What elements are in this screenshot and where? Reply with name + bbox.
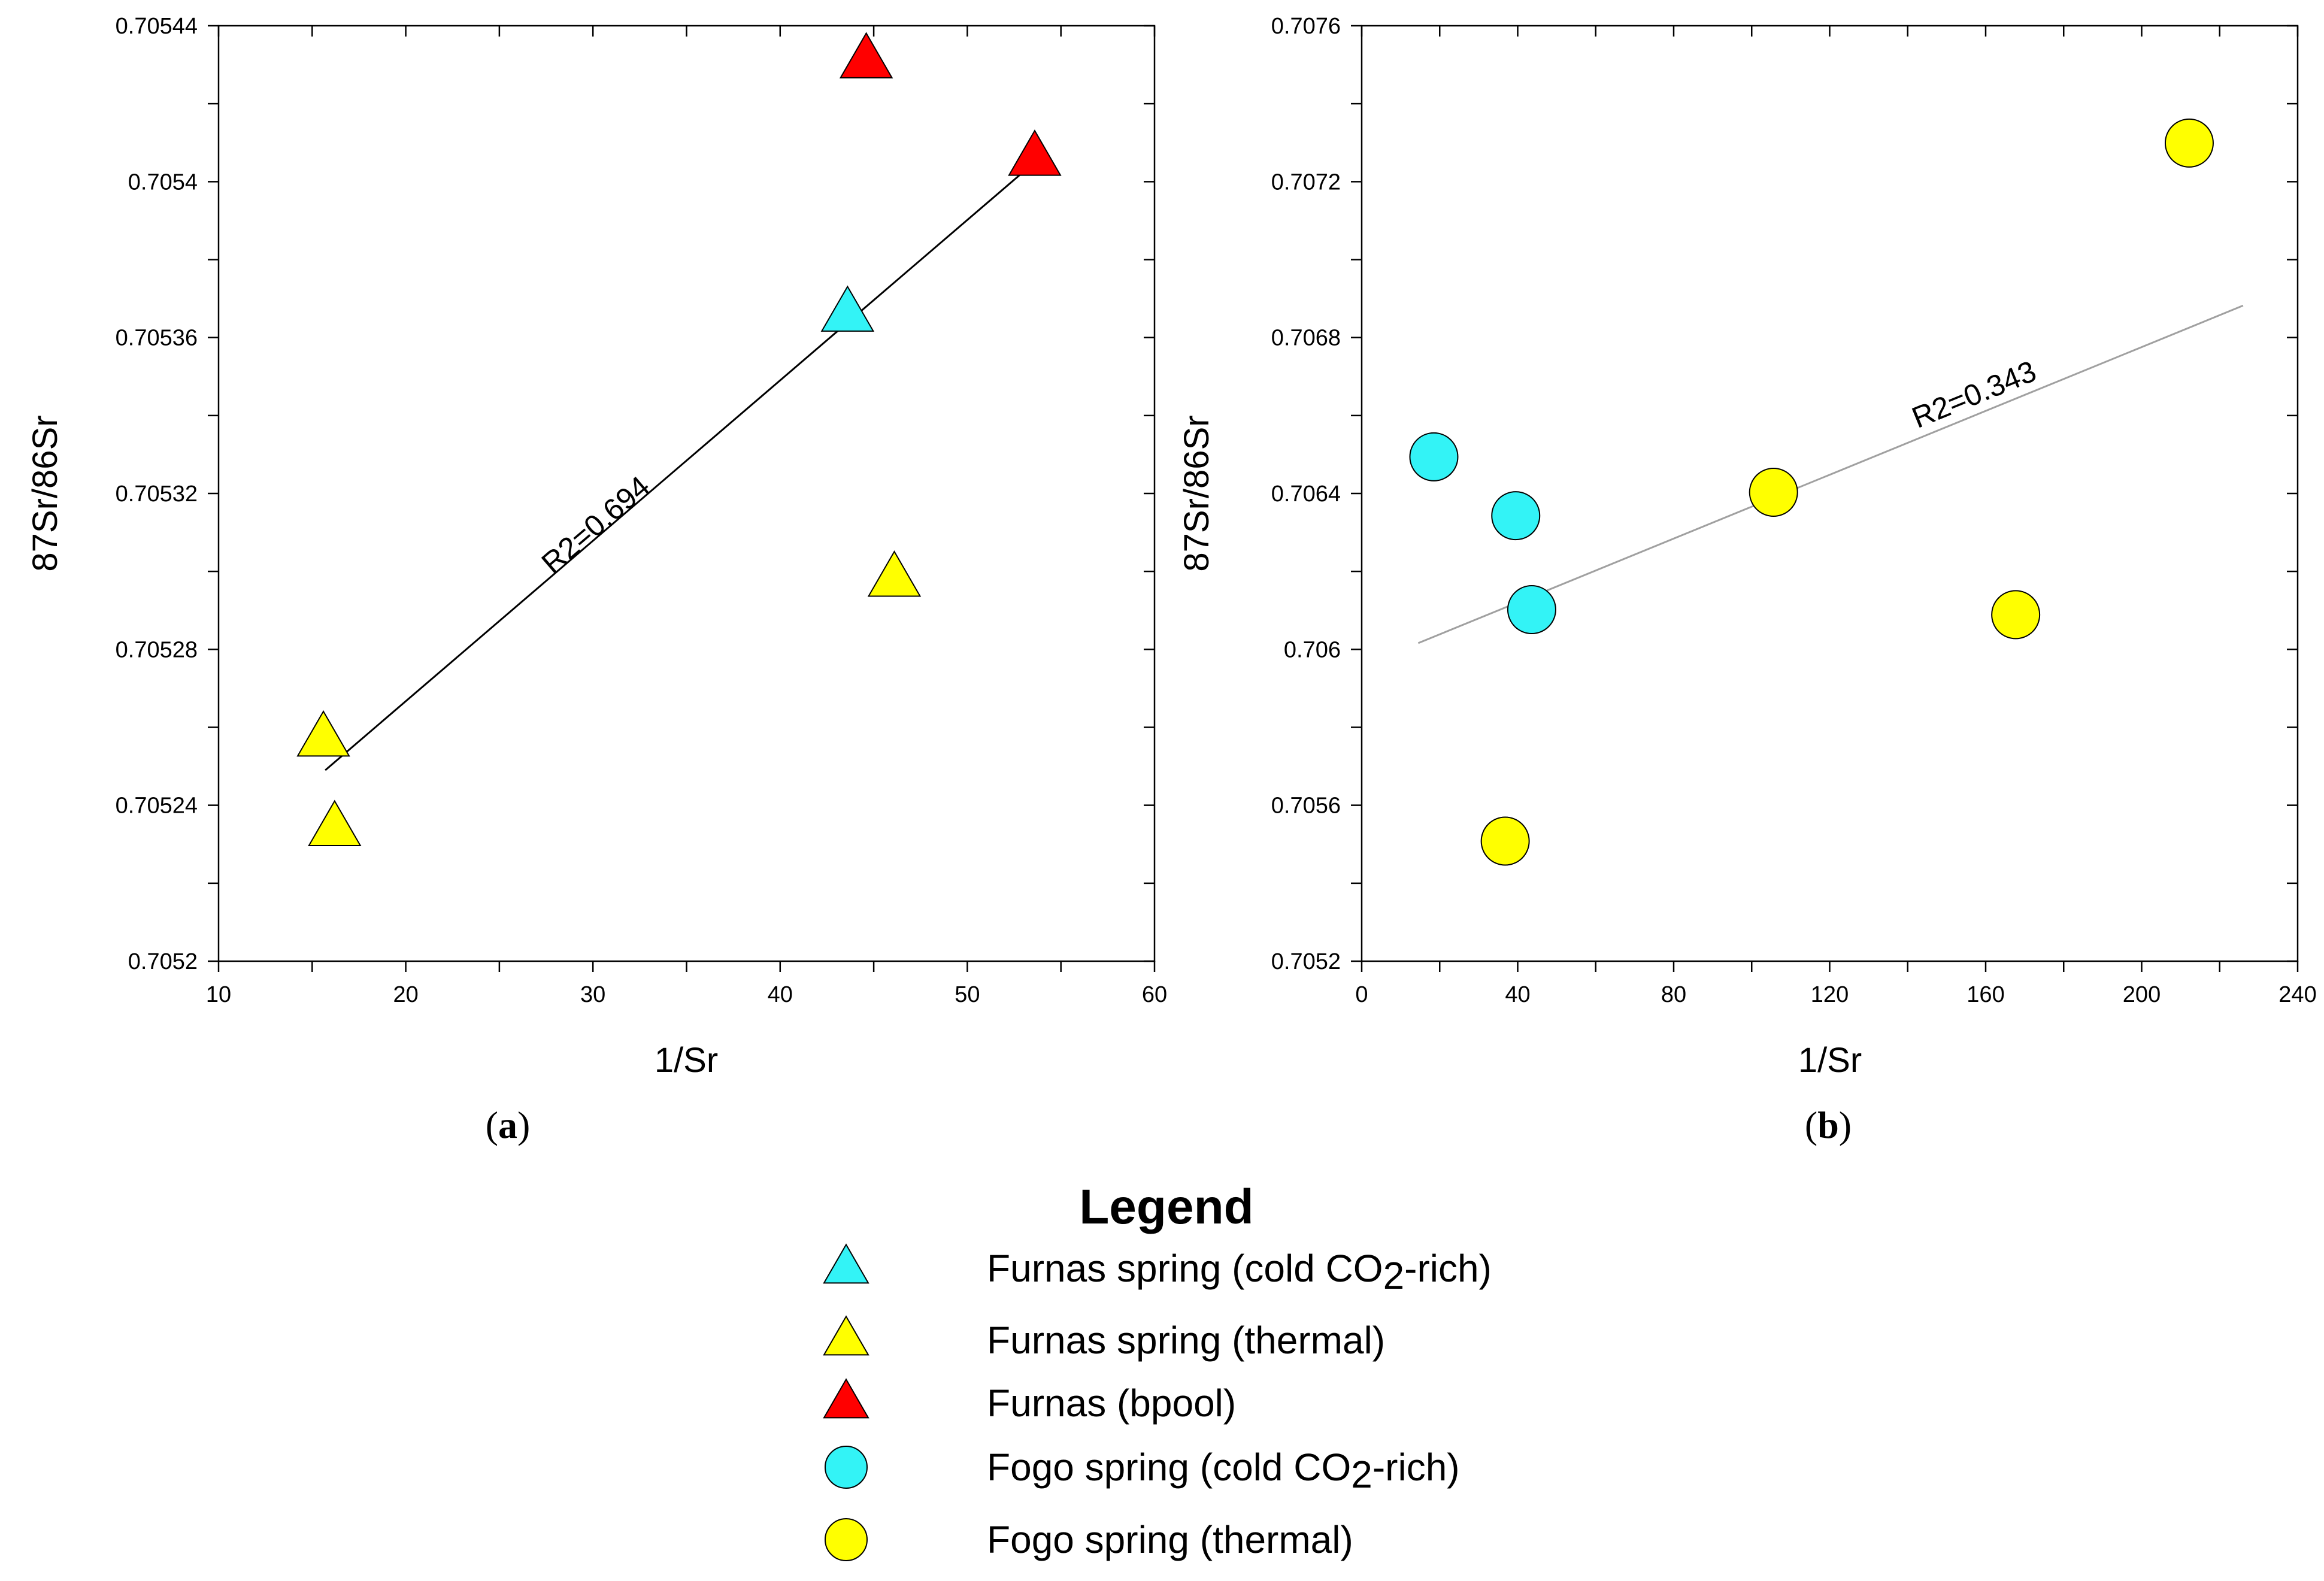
chart-a-trendline	[325, 161, 1035, 771]
chart-b-point-circle	[1991, 590, 2041, 640]
chart-b-x-tick-label: 240	[2278, 982, 2316, 1007]
chart-b-xlabel: 1/Sr	[1798, 1041, 1862, 1080]
chart-b-point-circle	[1480, 816, 1530, 866]
chart-b-point-circle	[1491, 491, 1541, 541]
legend-marker-triangle	[823, 1378, 869, 1419]
chart-a-x-tick-label: 50	[955, 982, 980, 1007]
chart-b-y-tick-label: 0.7064	[1271, 481, 1341, 507]
chart-b-panel-label-letter: b	[1817, 1104, 1839, 1146]
chart-b-y-tick-label: 0.7056	[1271, 793, 1341, 819]
chart-b-point-circle	[2164, 118, 2214, 168]
chart-a-point-triangle	[308, 799, 362, 847]
chart-a-axes: 10 20 30 40 50 60 0.7052 0.70524 0.70528 0.70532 0…	[116, 14, 1168, 1007]
legend-marker-circle	[825, 1446, 868, 1489]
chart-a-x-tick-label: 60	[1142, 982, 1167, 1007]
chart-a-panel-label-open: (	[486, 1104, 498, 1146]
chart-a-r2-annotation: R2=0.694	[535, 470, 656, 580]
chart-b-trendline	[1417, 304, 2244, 644]
chart-b-y-tick-label: 0.7052	[1271, 949, 1341, 974]
chart-a-panel-label: (a)	[486, 1104, 531, 1146]
chart-b-x-tick-label: 80	[1661, 982, 1686, 1007]
chart-b-x-tick-label: 0	[1355, 982, 1368, 1007]
chart-b-panel-label-close: )	[1839, 1104, 1852, 1146]
legend-label: Fogo spring (thermal)	[987, 1518, 1353, 1561]
chart-a-x-tick-label: 20	[393, 982, 418, 1007]
chart-a-y-tick-label: 0.70528	[116, 637, 198, 662]
chart-b-x-tick-label: 200	[2123, 982, 2161, 1007]
legend-label: Furnas spring (cold CO2-rich)	[987, 1247, 1492, 1297]
chart-a-point-triangle	[820, 285, 875, 332]
chart-b-x-tick-label: 160	[1967, 982, 2004, 1007]
chart-b-y-tick-label: 0.7076	[1271, 14, 1341, 39]
legend-label-text: Fogo spring (cold CO	[987, 1446, 1351, 1489]
legend-items: Furnas spring (cold CO2-rich)Furnas spri…	[823, 1243, 1492, 1561]
chart-b-y-tick-label: 0.7068	[1271, 326, 1341, 351]
legend-marker-triangle	[823, 1243, 869, 1284]
chart-a-y-tick-label: 0.70532	[116, 481, 198, 507]
chart-a-panel-label-letter: a	[498, 1104, 517, 1146]
chart-b-axes: 0 40 80 120 160 200 240 0.7052 0.7056 0.706 0.7064…	[1271, 14, 2317, 1007]
chart-a-x-tick-label: 40	[768, 982, 793, 1007]
chart-a-marks	[296, 32, 1062, 847]
legend-title: Legend	[1079, 1180, 1254, 1234]
legend-label-text: Furnas spring (thermal)	[987, 1319, 1385, 1362]
legend-label-suffix: -rich)	[1404, 1247, 1492, 1290]
chart-b-ylabel: 87Sr/86Sr	[1177, 415, 1216, 571]
chart-a-x-tick-label: 30	[580, 982, 605, 1007]
chart-b-point-circle	[1409, 432, 1459, 481]
legend-label-text: Furnas spring (cold CO	[987, 1247, 1383, 1290]
chart-a-y-tick-label: 0.70536	[116, 326, 198, 351]
chart-a-xlabel: 1/Sr	[655, 1041, 718, 1080]
chart-b-point-circle	[1507, 584, 1556, 634]
legend-label-text: Furnas (bpool)	[987, 1382, 1236, 1425]
legend-label-suffix: -rich)	[1372, 1446, 1460, 1489]
chart-b-y-tick-label: 0.7072	[1271, 169, 1341, 195]
chart-b-panel-label: (b)	[1805, 1104, 1852, 1146]
chart-a-y-tick-label: 0.70524	[116, 793, 198, 819]
chart-a-y-tick-label: 0.70544	[116, 14, 198, 39]
chart-a-panel-label-close: )	[517, 1104, 530, 1146]
chart-a-x-tick-label: 10	[206, 982, 231, 1007]
chart-b-y-tick-label: 0.706	[1284, 637, 1341, 662]
chart-b-x-tick-label: 40	[1505, 982, 1530, 1007]
chart-b-x-tick-label: 120	[1811, 982, 1849, 1007]
legend-label: Furnas spring (thermal)	[987, 1319, 1385, 1362]
legend-marker-triangle	[823, 1315, 869, 1356]
chart-b: 0 40 80 120 160 200 240 0.7052 0.7056 0.706 0.7064…	[1177, 14, 2317, 1146]
legend-label: Furnas (bpool)	[987, 1382, 1236, 1425]
chart-a-point-triangle	[839, 32, 893, 78]
chart-a: 10 20 30 40 50 60 0.7052 0.70524 0.70528 0.70532 0…	[26, 14, 1167, 1146]
legend: Legend Furnas spring (cold CO2-rich)Furn…	[823, 1180, 1492, 1561]
legend-label-subscript: 2	[1383, 1254, 1405, 1297]
chart-b-panel-label-open: (	[1805, 1104, 1817, 1146]
chart-b-marks	[1409, 118, 2244, 866]
chart-a-y-tick-label: 0.7052	[128, 949, 198, 974]
chart-a-ylabel: 87Sr/86Sr	[26, 415, 65, 571]
chart-a-point-triangle	[296, 710, 350, 757]
chart-a-point-triangle	[1008, 129, 1062, 176]
legend-label-text: Fogo spring (thermal)	[987, 1518, 1353, 1561]
chart-b-r2-annotation: R2=0.343	[1907, 354, 2041, 434]
legend-label-subscript: 2	[1351, 1453, 1372, 1496]
chart-b-point-circle	[1749, 468, 1798, 517]
chart-a-y-tick-label: 0.7054	[128, 169, 198, 195]
chart-a-point-triangle	[867, 550, 922, 597]
legend-label: Fogo spring (cold CO2-rich)	[987, 1446, 1460, 1496]
legend-marker-circle	[825, 1518, 868, 1561]
